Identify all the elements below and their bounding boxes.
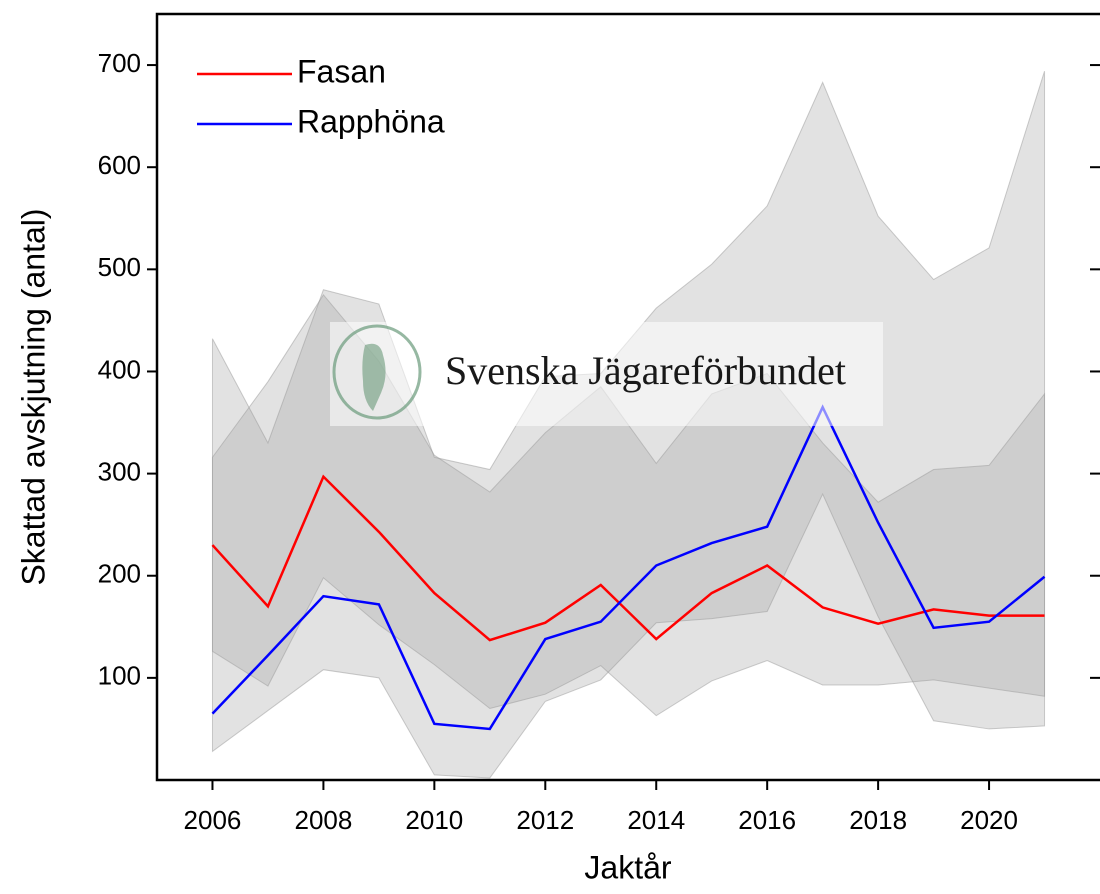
watermark-bird [362, 343, 386, 411]
y-tick-label: 300 [98, 456, 141, 486]
x-tick-label: 2006 [184, 805, 242, 835]
y-tick-label: 200 [98, 559, 141, 589]
series-line [211, 474, 1045, 642]
series-line [211, 404, 1046, 731]
y-tick-label: 400 [98, 354, 141, 384]
plot-frame [155, 12, 1100, 782]
x-axis-label: Jaktår [584, 849, 671, 885]
x-tick-label: 2016 [738, 805, 796, 835]
legend-label: Rapphöna [297, 103, 445, 139]
x-tick-label: 2014 [627, 805, 685, 835]
y-tick-label: 500 [98, 252, 141, 282]
legend-label: Fasan [297, 53, 386, 89]
watermark-logo [332, 324, 422, 420]
y-tick-label: 100 [98, 661, 141, 691]
x-tick-label: 2020 [960, 805, 1018, 835]
watermark-background [330, 322, 883, 426]
x-tick-label: 2018 [849, 805, 907, 835]
x-tick-label: 2008 [294, 805, 352, 835]
x-tick-label: 2012 [516, 805, 574, 835]
y-tick-label: 700 [98, 48, 141, 78]
x-tick-label: 2010 [405, 805, 463, 835]
watermark: Svenska Jägareförbundet [445, 348, 846, 393]
y-tick-label: 600 [98, 150, 141, 180]
y-axis-label: Skattad avskjutning (antal) [15, 208, 51, 585]
